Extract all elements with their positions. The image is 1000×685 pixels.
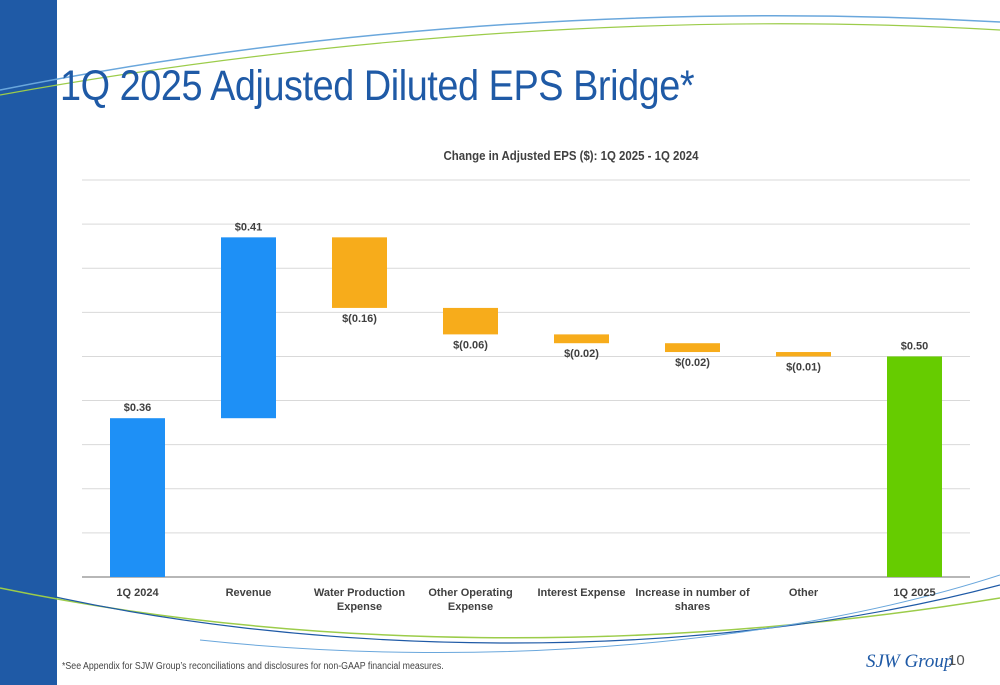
bar-0 — [110, 418, 165, 577]
bar-7 — [887, 356, 942, 577]
bar-1 — [221, 237, 276, 419]
data-label-3: $(0.06) — [453, 339, 488, 351]
logo-text: SJW Group — [866, 651, 954, 672]
data-label-6: $(0.01) — [786, 361, 821, 373]
data-label-4: $(0.02) — [564, 348, 599, 360]
x-tick-label: Other — [789, 587, 819, 599]
bar-3 — [443, 307, 498, 335]
data-label-2: $(0.16) — [342, 313, 377, 325]
x-tick-label: Expense — [337, 601, 382, 613]
chart-title: Change in Adjusted EPS ($): 1Q 2025 - 1Q… — [444, 148, 699, 163]
x-tick-label: Interest Expense — [537, 587, 625, 599]
page-number: 10 — [948, 652, 965, 669]
sidebar-band — [0, 0, 57, 685]
x-tick-label: Other Operating — [428, 587, 512, 599]
data-label-1: $0.41 — [235, 221, 263, 233]
bar-6 — [776, 352, 831, 357]
bar-2 — [332, 237, 387, 308]
x-tick-label: Water Production — [314, 587, 406, 599]
x-tick-label: Increase in number of — [635, 587, 750, 599]
company-logo: SJW Group — [866, 651, 953, 673]
bar-5 — [665, 343, 720, 353]
footnote: *See Appendix for SJW Group’s reconcilia… — [62, 661, 444, 672]
data-label-5: $(0.02) — [675, 357, 710, 369]
x-tick-label: 1Q 2025 — [893, 587, 935, 599]
page-title: 1Q 2025 Adjusted Diluted EPS Bridge* — [60, 62, 695, 110]
x-tick-label: Revenue — [226, 587, 272, 599]
x-tick-label: 1Q 2024 — [116, 587, 159, 599]
x-tick-label: shares — [675, 601, 710, 613]
bar-4 — [554, 334, 609, 344]
data-label-0: $0.36 — [124, 402, 152, 414]
x-tick-label: Expense — [448, 601, 493, 613]
data-label-7: $0.50 — [901, 340, 929, 352]
